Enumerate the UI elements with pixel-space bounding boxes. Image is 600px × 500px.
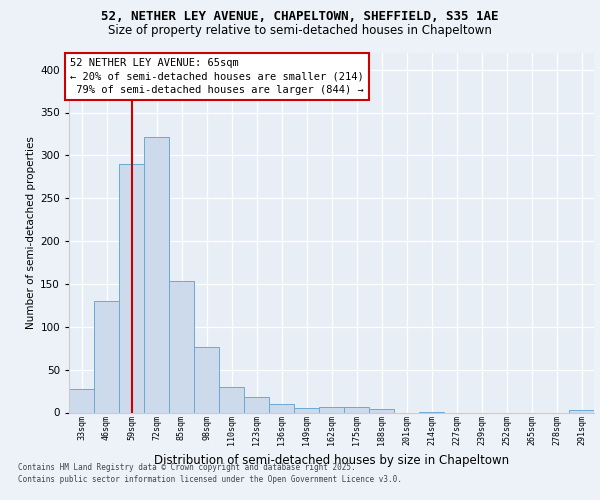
Text: 52 NETHER LEY AVENUE: 65sqm
← 20% of semi-detached houses are smaller (214)
 79%: 52 NETHER LEY AVENUE: 65sqm ← 20% of sem…	[70, 58, 364, 95]
Bar	[344, 408, 369, 412]
X-axis label: Distribution of semi-detached houses by size in Chapeltown: Distribution of semi-detached houses by …	[154, 454, 509, 466]
Bar	[244, 397, 269, 412]
Bar	[119, 164, 144, 412]
Bar	[369, 409, 394, 412]
Bar	[294, 408, 319, 412]
Bar	[94, 301, 119, 412]
Bar	[169, 282, 194, 412]
Bar	[219, 387, 244, 412]
Bar	[569, 410, 594, 412]
Text: Size of property relative to semi-detached houses in Chapeltown: Size of property relative to semi-detach…	[108, 24, 492, 37]
Text: 52, NETHER LEY AVENUE, CHAPELTOWN, SHEFFIELD, S35 1AE: 52, NETHER LEY AVENUE, CHAPELTOWN, SHEFF…	[101, 10, 499, 23]
Bar	[144, 136, 169, 412]
Y-axis label: Number of semi-detached properties: Number of semi-detached properties	[26, 136, 36, 329]
Bar	[194, 348, 219, 412]
Bar	[69, 390, 94, 412]
Text: Contains public sector information licensed under the Open Government Licence v3: Contains public sector information licen…	[18, 475, 402, 484]
Bar	[319, 408, 344, 412]
Text: Contains HM Land Registry data © Crown copyright and database right 2025.: Contains HM Land Registry data © Crown c…	[18, 462, 356, 471]
Bar	[269, 404, 294, 412]
